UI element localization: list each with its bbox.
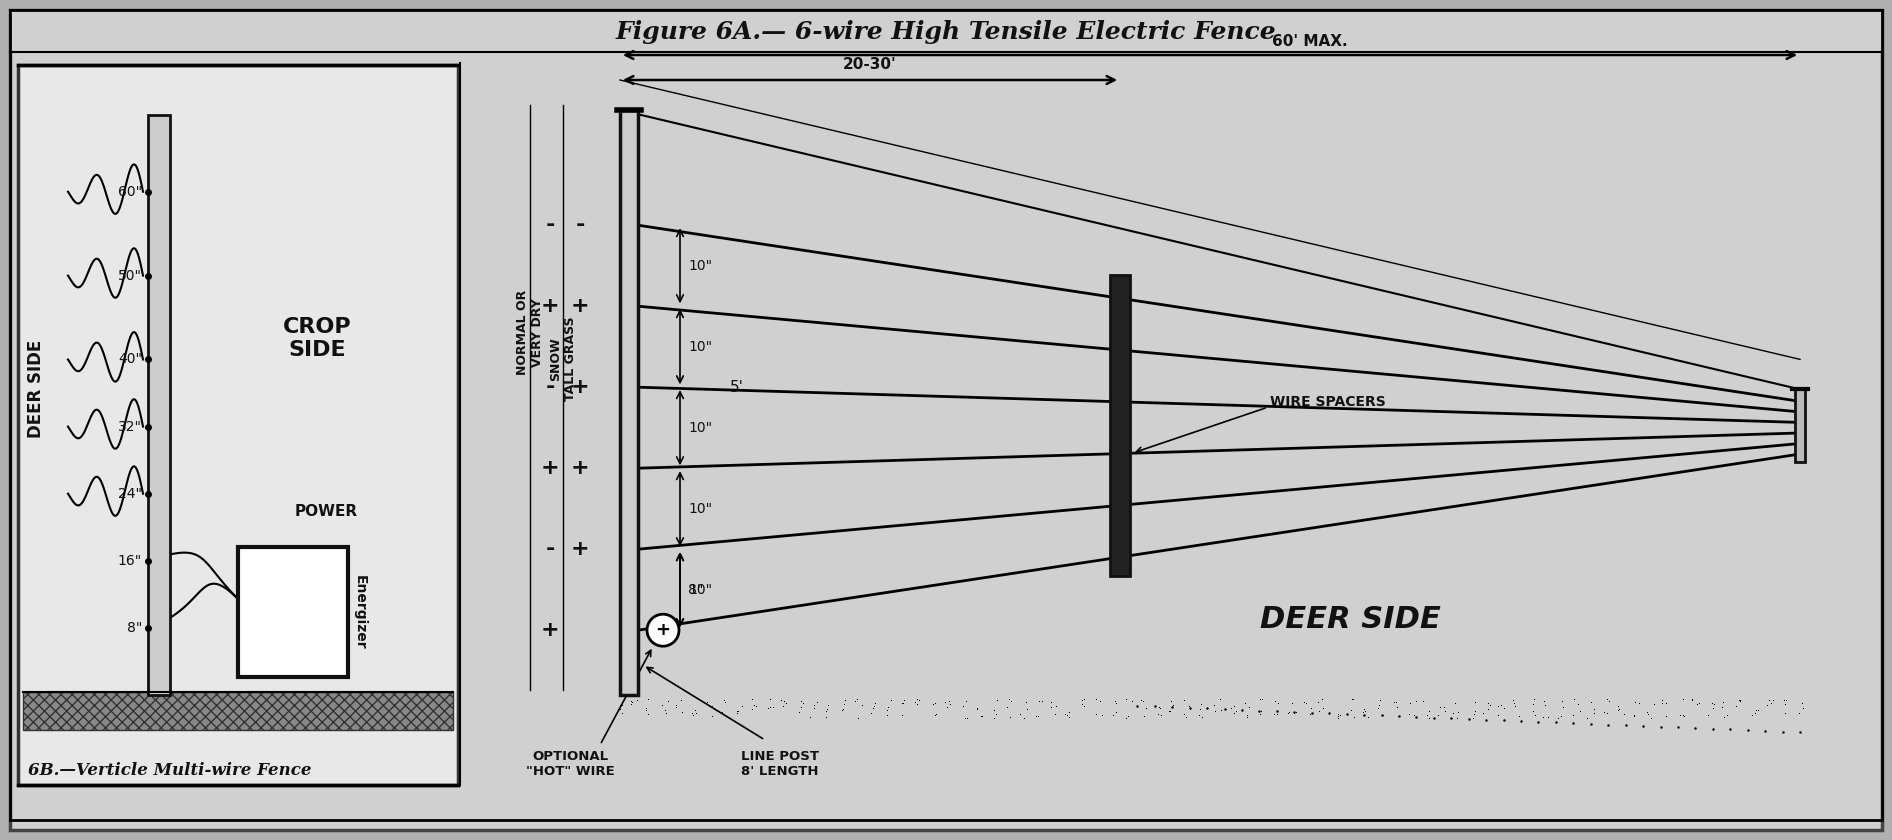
Text: +: + [655, 622, 670, 639]
Text: CROP
SIDE: CROP SIDE [284, 317, 352, 360]
Text: 10": 10" [689, 339, 711, 354]
Bar [238, 547, 348, 677]
Text: 8": 8" [689, 583, 704, 596]
Text: 10": 10" [689, 583, 711, 596]
Text: 10": 10" [689, 421, 711, 435]
Text: DEER SIDE: DEER SIDE [26, 340, 45, 438]
Bar [148, 115, 170, 695]
Text: 32": 32" [117, 420, 142, 433]
Text: -: - [545, 539, 554, 559]
Text: 10": 10" [689, 259, 711, 273]
Text: LINE POST
8' LENGTH: LINE POST 8' LENGTH [742, 750, 819, 778]
Text: +: + [571, 297, 588, 316]
Text: +: + [571, 458, 588, 478]
Text: OPTIONAL
"HOT" WIRE: OPTIONAL "HOT" WIRE [526, 750, 615, 778]
Text: 10": 10" [689, 501, 711, 516]
Bar [1111, 275, 1130, 575]
Text: +: + [541, 458, 560, 478]
Text: 60": 60" [117, 185, 142, 199]
Text: WIRE SPACERS: WIRE SPACERS [1270, 395, 1385, 409]
Text: +: + [571, 377, 588, 397]
Text: 60' MAX.: 60' MAX. [1271, 34, 1347, 49]
Text: 40": 40" [117, 353, 142, 366]
Text: 20-30': 20-30' [844, 57, 897, 72]
Text: 5': 5' [730, 380, 744, 395]
Text: POWER: POWER [295, 504, 358, 519]
Text: 50": 50" [117, 269, 142, 282]
Text: -: - [545, 215, 554, 235]
Bar [621, 110, 638, 695]
Bar [23, 692, 452, 730]
Text: -: - [545, 377, 554, 397]
Bar [1796, 390, 1805, 462]
Text: Figure 6A.— 6-wire High Tensile Electric Fence: Figure 6A.— 6-wire High Tensile Electric… [615, 20, 1277, 44]
Text: 6B.—Verticle Multi-wire Fence: 6B.—Verticle Multi-wire Fence [28, 762, 312, 779]
Text: +: + [541, 620, 560, 640]
Text: SNOW
TALL GRASS: SNOW TALL GRASS [549, 317, 577, 401]
Bar [9, 10, 1883, 50]
Text: +: + [571, 539, 588, 559]
Text: 8": 8" [127, 621, 142, 635]
Text: Energizer: Energizer [354, 575, 367, 649]
Text: NORMAL OR
VERY DRY: NORMAL OR VERY DRY [517, 290, 545, 375]
Text: +: + [541, 297, 560, 316]
Text: 24": 24" [117, 486, 142, 501]
Text: DEER SIDE: DEER SIDE [1260, 606, 1440, 634]
Text: 16": 16" [117, 554, 142, 568]
Circle shape [647, 614, 679, 646]
Bar [19, 65, 458, 785]
Text: -: - [575, 215, 585, 235]
